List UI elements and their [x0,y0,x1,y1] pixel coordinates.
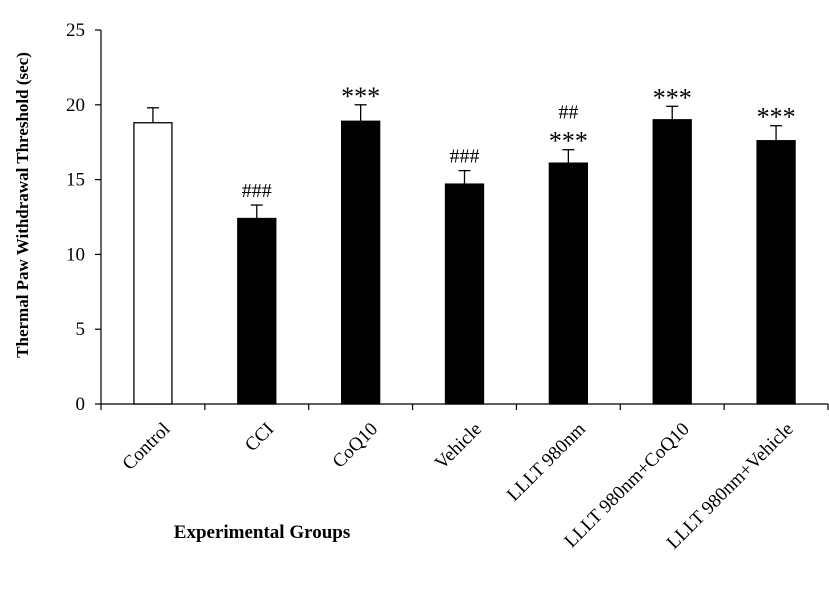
bar [756,140,796,405]
plot-area: 0 5 10 15 20 25 Control ### CCI *** CoQ10 ### Vehicl… [66,20,829,553]
y-tick-label: 25 [66,20,85,41]
y-tick-label: 20 [66,95,85,116]
significance-label: *** [653,83,692,112]
x-axis-label: Experimental Groups [174,522,350,543]
bar [548,162,589,405]
bar [340,120,381,405]
x-tick-label: CoQ10 [329,419,383,473]
significance-label: *** [549,127,588,156]
significance-label: *** [341,82,380,111]
x-tick-label: LLLT 980nm [503,419,590,506]
x-tick-label: Vehicle [431,419,486,474]
significance-label: ## [558,102,578,124]
bar [652,119,692,405]
significance-label: ### [242,180,272,202]
significance-label: *** [757,103,796,132]
y-tick-label: 0 [76,394,86,415]
significance-label: ### [450,146,480,168]
y-axis-label: Thermal Paw Withdrawal Threshold (sec) [13,52,32,358]
y-tick-label: 5 [76,319,86,340]
bar [133,122,173,405]
y-tick-label: 10 [66,244,85,265]
x-tick-label: CCI [241,419,278,456]
bar [237,217,277,405]
x-tick-label: Control [119,419,175,475]
bar [444,183,485,405]
y-tick-label: 15 [66,170,85,191]
